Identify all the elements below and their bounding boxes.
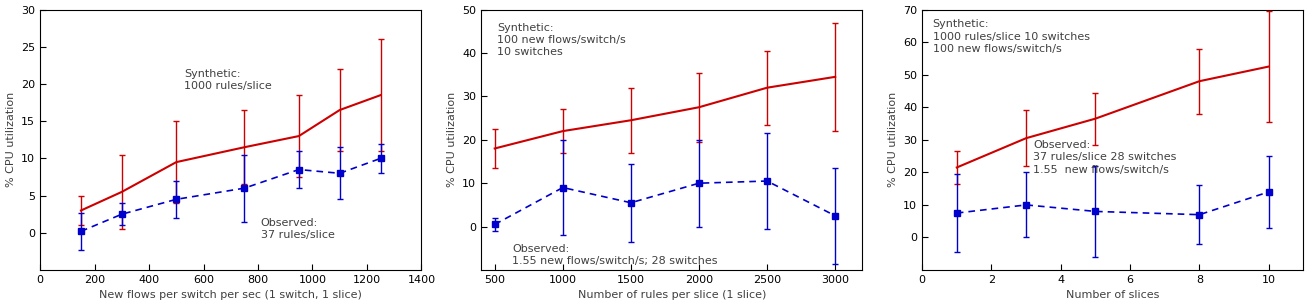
Y-axis label: % CPU utilization: % CPU utilization — [5, 92, 16, 187]
Text: Observed:
1.55 new flows/switch/s; 28 switches: Observed: 1.55 new flows/switch/s; 28 sw… — [512, 244, 717, 267]
Text: Synthetic:
1000 rules/slice: Synthetic: 1000 rules/slice — [185, 69, 272, 91]
X-axis label: Number of slices: Number of slices — [1066, 290, 1160, 300]
X-axis label: New flows per switch per sec (1 switch, 1 slice): New flows per switch per sec (1 switch, … — [99, 290, 363, 300]
Text: Observed:
37 rules/slice 28 switches
1.55  new flows/switch/s: Observed: 37 rules/slice 28 switches 1.5… — [1033, 140, 1177, 175]
X-axis label: Number of rules per slice (1 slice): Number of rules per slice (1 slice) — [577, 290, 766, 300]
Y-axis label: % CPU utilization: % CPU utilization — [446, 92, 457, 187]
Text: Synthetic:
1000 rules/slice 10 switches
100 new flows/switch/s: Synthetic: 1000 rules/slice 10 switches … — [932, 19, 1089, 54]
Text: Observed:
37 rules/slice: Observed: 37 rules/slice — [260, 218, 335, 240]
Text: Synthetic:
100 new flows/switch/s
10 switches: Synthetic: 100 new flows/switch/s 10 swi… — [497, 23, 626, 58]
Y-axis label: % CPU utilization: % CPU utilization — [888, 92, 898, 187]
